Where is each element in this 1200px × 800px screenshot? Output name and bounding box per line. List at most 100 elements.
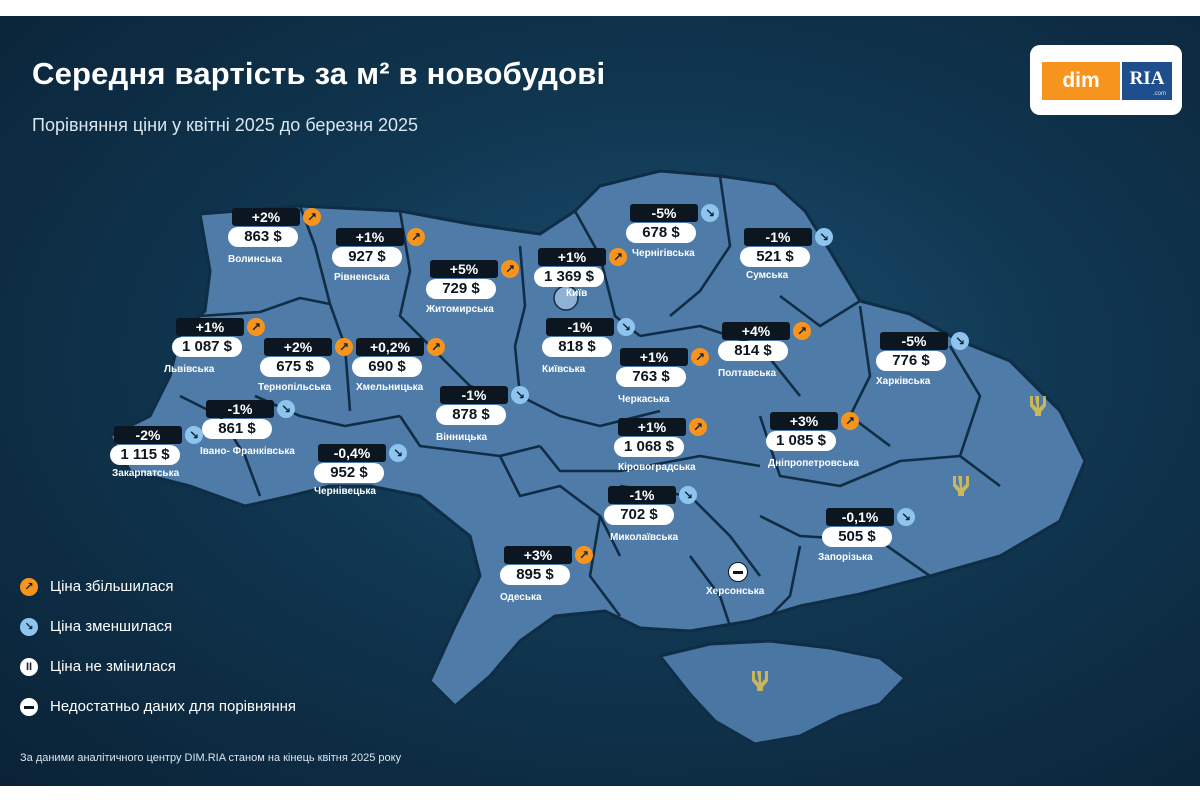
legend-label: Ціна збільшилася xyxy=(50,578,174,595)
legend-label: Ціна не змінилася xyxy=(50,658,176,675)
source-footnote: За даними аналітичного центру DIM.RIA ст… xyxy=(20,752,402,764)
region-label: Сумська xyxy=(746,270,789,281)
price-value: 776 $ xyxy=(876,351,946,371)
arrow-down-right-icon: ↘ xyxy=(20,618,38,636)
logo-com: .com xyxy=(1152,91,1166,97)
page-title: Середня вартість за м² в новобудові xyxy=(32,56,606,91)
trident-icon xyxy=(752,671,768,691)
region-label: Вінницька xyxy=(436,432,488,443)
region-label: Волинська xyxy=(228,254,282,265)
price-value: 814 $ xyxy=(718,341,788,361)
dimria-logo[interactable]: dim RIA .com xyxy=(1030,45,1182,115)
region-tag: -2% ↘ 1 115 $ xyxy=(110,426,210,470)
legend-label: Недостатньо даних для порівняння xyxy=(50,698,297,715)
price-change-value: -0,1% xyxy=(826,508,894,526)
region-label: Київ xyxy=(566,288,588,299)
region-label: Одеська xyxy=(500,592,542,603)
region-label: Чернігівська xyxy=(632,248,695,259)
trident-icon xyxy=(1030,396,1046,416)
region-tag: -1% ↘ 861 $ xyxy=(202,400,302,444)
arrow-up-right-icon: ↗ xyxy=(841,412,859,430)
page-subtitle: Порівняння ціни у квітні 2025 до березня… xyxy=(32,115,419,135)
arrow-down-right-icon: ↘ xyxy=(701,204,719,222)
price-change-value: +1% xyxy=(618,418,686,436)
region-tag: -0,4% ↘ 952 $ xyxy=(314,444,414,488)
arrow-down-right-icon: ↘ xyxy=(277,400,295,418)
region-label: Полтавська xyxy=(718,368,777,379)
price-change-value: +3% xyxy=(504,546,572,564)
price-change-value: +1% xyxy=(176,318,244,336)
region-label: Тернопільська xyxy=(258,382,332,393)
region-label: Запорізька xyxy=(818,552,873,563)
price-value: 505 $ xyxy=(822,527,892,547)
arrow-down-right-icon: ↘ xyxy=(679,486,697,504)
arrow-down-right-icon: ↘ xyxy=(617,318,635,336)
price-value: 878 $ xyxy=(436,405,506,425)
map-canvas: Середня вартість за м² в новобудові Порі… xyxy=(0,16,1200,786)
region-label: Івано- Франківська xyxy=(200,446,295,457)
region-label: Рівненська xyxy=(334,272,390,283)
region-tag: +2% ↗ 675 $ xyxy=(260,338,360,382)
price-change-value: -5% xyxy=(630,204,698,222)
price-change-value: -1% xyxy=(608,486,676,504)
region-label: Кіровоградська xyxy=(618,462,696,473)
region-label: Хмельницька xyxy=(356,382,424,393)
region-tag: -1% ↘ 521 $ xyxy=(740,228,840,272)
price-value: 861 $ xyxy=(202,419,272,439)
price-change-value: -1% xyxy=(546,318,614,336)
price-value: 818 $ xyxy=(542,337,612,357)
arrow-up-right-icon: ↗ xyxy=(303,208,321,226)
region-tag: -5% ↘ 776 $ xyxy=(876,332,976,376)
arrow-down-right-icon: ↘ xyxy=(897,508,915,526)
region-tag: +3% ↗ 1 085 $ xyxy=(766,412,866,456)
region-label: Черкаська xyxy=(618,394,670,405)
arrow-up-right-icon: ↗ xyxy=(427,338,445,356)
region-tag: +1% ↗ 1 369 $ xyxy=(534,248,634,292)
crimea-region xyxy=(658,639,907,746)
arrow-up-right-icon: ↗ xyxy=(609,248,627,266)
logo-dim: dim xyxy=(1042,62,1120,100)
region-label: Київська xyxy=(542,364,586,375)
region-label: Львівська xyxy=(164,364,215,375)
arrow-up-right-icon: ↗ xyxy=(691,348,709,366)
arrow-up-right-icon: ↗ xyxy=(20,578,38,596)
price-value: 702 $ xyxy=(604,505,674,525)
price-change-value: -2% xyxy=(114,426,182,444)
logo-ria: RIA xyxy=(1122,62,1172,100)
price-value: 690 $ xyxy=(352,357,422,377)
region-tag: -0,1% ↘ 505 $ xyxy=(822,508,922,552)
price-value: 675 $ xyxy=(260,357,330,377)
arrow-up-right-icon: ↗ xyxy=(247,318,265,336)
region-tag: +5% ↗ 729 $ xyxy=(426,260,526,304)
arrow-down-right-icon: ↘ xyxy=(389,444,407,462)
price-change-value: +2% xyxy=(232,208,300,226)
region-tag: -1% ↘ 878 $ xyxy=(436,386,536,430)
region-label: Дніпропетровська xyxy=(768,458,859,469)
price-change-value: +1% xyxy=(538,248,606,266)
price-value: 678 $ xyxy=(626,223,696,243)
price-change-value: -1% xyxy=(744,228,812,246)
region-label: Закарпатська xyxy=(112,468,180,479)
arrow-down-right-icon: ↘ xyxy=(815,228,833,246)
region-label: Житомирська xyxy=(426,304,494,315)
minus-icon xyxy=(728,562,748,582)
price-value: 1 369 $ xyxy=(534,267,604,287)
price-change-value: +5% xyxy=(430,260,498,278)
region-tag: -5% ↘ 678 $ xyxy=(626,204,726,248)
ukraine-map xyxy=(108,169,1087,746)
price-value: 863 $ xyxy=(228,227,298,247)
price-value: 952 $ xyxy=(314,463,384,483)
price-value: 521 $ xyxy=(740,247,810,267)
arrow-up-right-icon: ↗ xyxy=(501,260,519,278)
region-tag: +4% ↗ 814 $ xyxy=(718,322,818,366)
price-change-value: +0,2% xyxy=(356,338,424,356)
region-label: Харківська xyxy=(876,376,931,387)
price-value: 1 068 $ xyxy=(614,437,684,457)
arrow-up-right-icon: ↗ xyxy=(335,338,353,356)
price-value: 1 087 $ xyxy=(172,337,242,357)
price-value: 895 $ xyxy=(500,565,570,585)
arrow-down-right-icon: ↘ xyxy=(951,332,969,350)
arrow-down-right-icon: ↘ xyxy=(185,426,203,444)
price-change-value: +1% xyxy=(620,348,688,366)
region-label: Херсонська xyxy=(706,586,765,597)
